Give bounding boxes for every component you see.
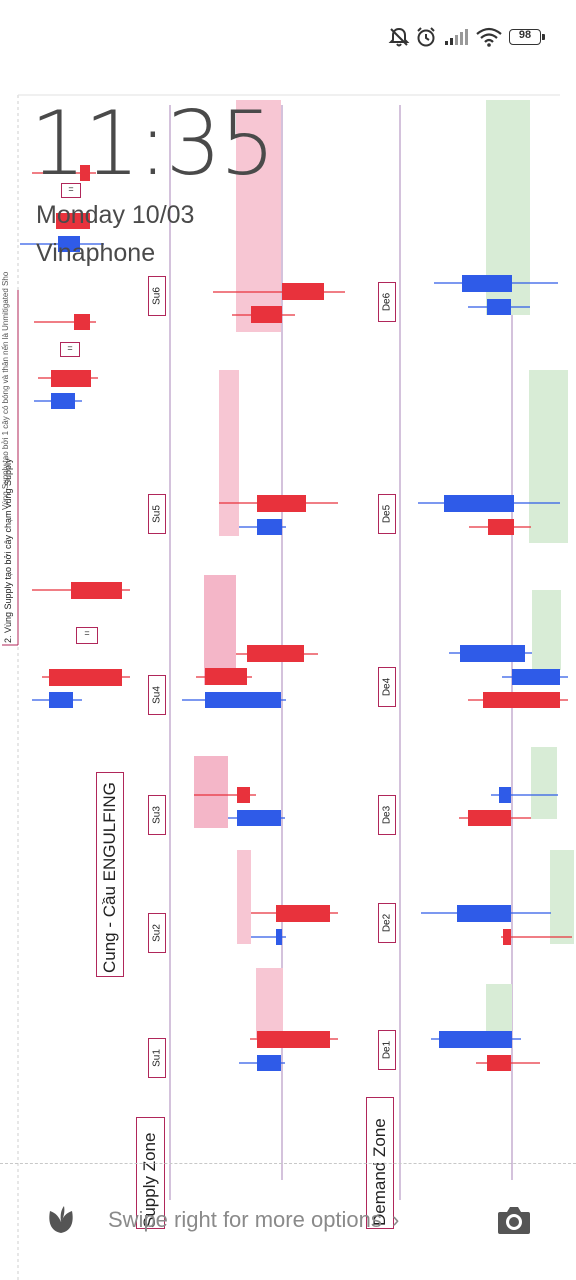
equals-sign: = bbox=[67, 343, 72, 353]
supply-zone-su3 bbox=[194, 756, 228, 828]
swipe-hint-text: Swipe right for more options bbox=[108, 1207, 382, 1232]
label-text: Su5 bbox=[152, 505, 163, 523]
label-text: De1 bbox=[382, 1041, 393, 1059]
label-de2: De2 bbox=[378, 903, 396, 943]
camera-icon[interactable] bbox=[496, 1204, 532, 1236]
dashed-divider bbox=[0, 1163, 576, 1164]
label-su1: Su1 bbox=[148, 1038, 166, 1078]
label-su3: Su3 bbox=[148, 795, 166, 835]
label-de5: De5 bbox=[378, 494, 396, 534]
label-text: De4 bbox=[382, 678, 393, 696]
label-text: De5 bbox=[382, 505, 393, 523]
alarm-icon bbox=[415, 26, 437, 48]
equals-box-3: = bbox=[76, 627, 98, 644]
label-text: De2 bbox=[382, 914, 393, 932]
label-de6: De6 bbox=[378, 282, 396, 322]
label-de3: De3 bbox=[378, 795, 396, 835]
chevron-right-icon: › bbox=[392, 1207, 399, 1232]
supply-zone-su5 bbox=[219, 370, 239, 536]
side-note-top: Vùng Supply tạo bởi 1 cây có bóng và thâ… bbox=[1, 272, 10, 510]
label-text: De6 bbox=[382, 293, 393, 311]
label-text: Su2 bbox=[152, 924, 163, 942]
label-text: Su4 bbox=[152, 686, 163, 704]
label-su4: Su4 bbox=[148, 675, 166, 715]
label-de1: De1 bbox=[378, 1030, 396, 1070]
label-su5: Su5 bbox=[148, 494, 166, 534]
supply-zone-su2 bbox=[237, 850, 251, 944]
battery-level: 98 bbox=[510, 29, 540, 41]
label-text: Su6 bbox=[152, 287, 163, 305]
label-de4: De4 bbox=[378, 667, 396, 707]
carrier-name: Vinaphone bbox=[36, 239, 155, 268]
battery-tip bbox=[542, 34, 545, 40]
lock-time: 11:35 bbox=[30, 92, 274, 195]
supply-zone-su1 bbox=[256, 968, 283, 1038]
demand-zone-de1 bbox=[486, 984, 512, 1032]
signal-icon bbox=[444, 28, 468, 46]
leaf-icon[interactable] bbox=[44, 1203, 78, 1237]
bell-muted-icon bbox=[388, 26, 410, 48]
label-su6: Su6 bbox=[148, 276, 166, 316]
battery-icon: 98 bbox=[509, 29, 541, 45]
demand-zone-de3 bbox=[531, 747, 557, 819]
demand-zone-de4 bbox=[532, 590, 561, 670]
status-bar: 98 bbox=[0, 0, 576, 72]
title-box: Cung - Cầu ENGULFING bbox=[96, 772, 124, 977]
label-text: Su3 bbox=[152, 806, 163, 824]
supply-candles bbox=[182, 283, 345, 1071]
equals-box-2: = bbox=[60, 342, 80, 357]
equals-sign: = bbox=[84, 628, 89, 638]
demand-zone-de5 bbox=[529, 370, 568, 543]
label-text: De3 bbox=[382, 806, 393, 824]
label-su2: Su2 bbox=[148, 913, 166, 953]
lock-date: Monday 10/03 bbox=[36, 201, 194, 230]
wallpaper-title: Cung - Cầu ENGULFING bbox=[100, 782, 120, 973]
demand-zone-de2 bbox=[550, 850, 574, 944]
wifi-icon bbox=[476, 27, 502, 47]
swipe-hint: Swipe right for more options › bbox=[108, 1207, 399, 1233]
label-text: Su1 bbox=[152, 1049, 163, 1067]
